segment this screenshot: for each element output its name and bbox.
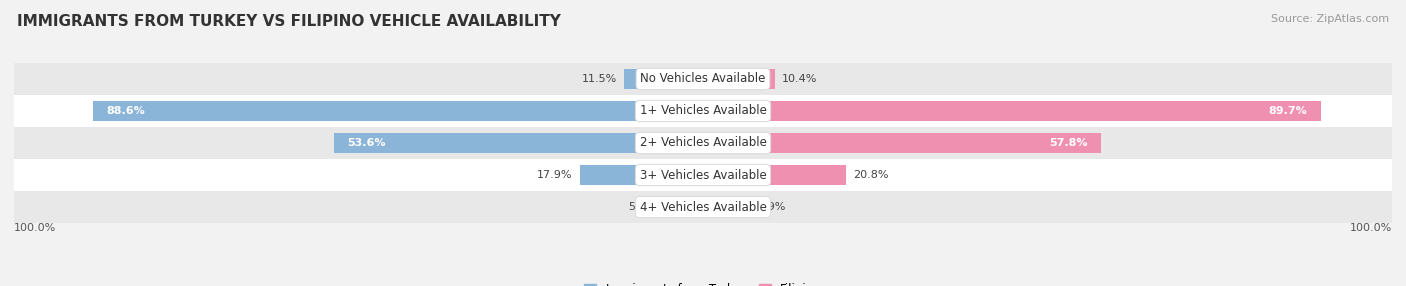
Text: 100.0%: 100.0% <box>1350 223 1392 233</box>
Bar <box>333 133 703 153</box>
Legend: Immigrants from Turkey, Filipino: Immigrants from Turkey, Filipino <box>579 278 827 286</box>
Bar <box>14 159 1392 191</box>
Text: 57.8%: 57.8% <box>1049 138 1087 148</box>
Text: 2+ Vehicles Available: 2+ Vehicles Available <box>640 136 766 150</box>
Bar <box>703 133 1101 153</box>
Text: 11.5%: 11.5% <box>582 74 617 84</box>
Text: 100.0%: 100.0% <box>14 223 56 233</box>
Bar <box>93 101 703 121</box>
Text: 6.9%: 6.9% <box>758 202 786 212</box>
Text: 53.6%: 53.6% <box>347 138 387 148</box>
Bar <box>703 69 775 89</box>
Bar <box>703 165 846 185</box>
Text: 88.6%: 88.6% <box>107 106 145 116</box>
Bar <box>703 101 1322 121</box>
Bar <box>664 197 703 217</box>
Bar <box>624 69 703 89</box>
Text: 5.7%: 5.7% <box>628 202 657 212</box>
Bar <box>579 165 703 185</box>
Text: 4+ Vehicles Available: 4+ Vehicles Available <box>640 200 766 214</box>
Text: 10.4%: 10.4% <box>782 74 817 84</box>
Bar <box>14 127 1392 159</box>
Bar <box>14 95 1392 127</box>
Bar <box>14 191 1392 223</box>
Text: No Vehicles Available: No Vehicles Available <box>640 72 766 86</box>
Text: 89.7%: 89.7% <box>1268 106 1308 116</box>
Text: Source: ZipAtlas.com: Source: ZipAtlas.com <box>1271 14 1389 24</box>
Bar <box>14 63 1392 95</box>
Bar <box>703 197 751 217</box>
Text: 3+ Vehicles Available: 3+ Vehicles Available <box>640 168 766 182</box>
Text: 1+ Vehicles Available: 1+ Vehicles Available <box>640 104 766 118</box>
Text: 20.8%: 20.8% <box>853 170 889 180</box>
Text: IMMIGRANTS FROM TURKEY VS FILIPINO VEHICLE AVAILABILITY: IMMIGRANTS FROM TURKEY VS FILIPINO VEHIC… <box>17 14 561 29</box>
Text: 17.9%: 17.9% <box>537 170 572 180</box>
